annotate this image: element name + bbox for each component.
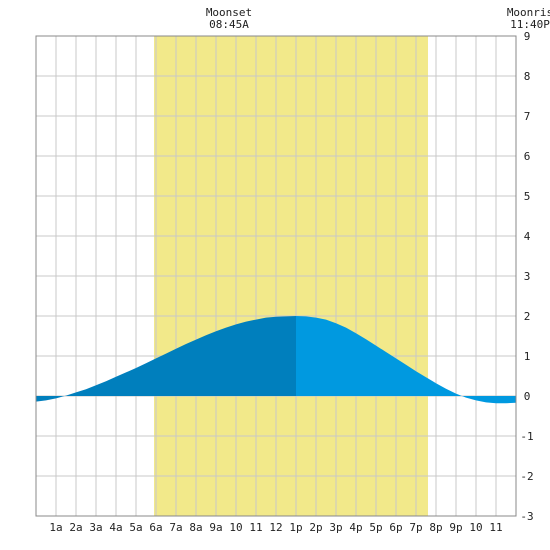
annotation-title: Moonris <box>507 6 550 19</box>
plot-frame <box>35 35 517 517</box>
y-tick-label: 7 <box>524 110 531 123</box>
x-tick-label: 10 <box>469 521 482 534</box>
y-tick-label: 8 <box>524 70 531 83</box>
y-tick-label: 0 <box>524 390 531 403</box>
plot-frame-group <box>35 35 517 517</box>
x-tick-labels: 1a 2a 3a 4a 5a 6a 7a 8a 9a 10 11 12 1p 2p 3p 4p 5p 6p 7p 8p… <box>49 521 502 534</box>
tide-area-rising <box>36 316 296 402</box>
x-tick-label: 7p <box>409 521 422 534</box>
x-tick-label: 8p <box>429 521 442 534</box>
y-tick-label: 9 <box>524 30 531 43</box>
y-tick-label: 6 <box>524 150 531 163</box>
y-tick-label: -3 <box>520 510 533 523</box>
y-tick-label: 2 <box>524 310 531 323</box>
y-tick-label: -1 <box>520 430 533 443</box>
grid-lines <box>36 36 516 516</box>
y-tick-label: 4 <box>524 230 531 243</box>
x-tick-label: 12 <box>269 521 282 534</box>
x-tick-label: 11 <box>489 521 502 534</box>
x-tick-label: 3p <box>329 521 342 534</box>
x-tick-label: 1p <box>289 521 302 534</box>
y-tick-label: 3 <box>524 270 531 283</box>
x-tick-label: 9a <box>209 521 222 534</box>
x-tick-label: 2a <box>69 521 82 534</box>
y-tick-label: -2 <box>520 470 533 483</box>
x-tick-label: 4a <box>109 521 122 534</box>
y-tick-label: 1 <box>524 350 531 363</box>
x-tick-label: 3a <box>89 521 102 534</box>
annotation-title: Moonset <box>206 6 252 19</box>
x-tick-label: 10 <box>229 521 242 534</box>
x-tick-label: 6p <box>389 521 402 534</box>
x-tick-label: 11 <box>249 521 262 534</box>
x-tick-label: 7a <box>169 521 182 534</box>
annotation-time: 11:40P <box>510 18 550 31</box>
x-tick-label: 5p <box>369 521 382 534</box>
x-tick-label: 2p <box>309 521 322 534</box>
x-tick-label: 8a <box>189 521 202 534</box>
annotation-time: 08:45A <box>209 18 249 31</box>
x-tick-label: 4p <box>349 521 362 534</box>
x-tick-label: 9p <box>449 521 462 534</box>
tide-area-falling <box>296 316 516 404</box>
tide-area-group <box>36 316 516 404</box>
y-tick-label: 5 <box>524 190 531 203</box>
x-tick-label: 6a <box>149 521 162 534</box>
x-tick-label: 1a <box>49 521 62 534</box>
x-tick-label: 5a <box>129 521 142 534</box>
y-tick-labels: 9 8 7 6 5 4 3 2 1 0 -1 -2 -3 <box>520 30 533 523</box>
